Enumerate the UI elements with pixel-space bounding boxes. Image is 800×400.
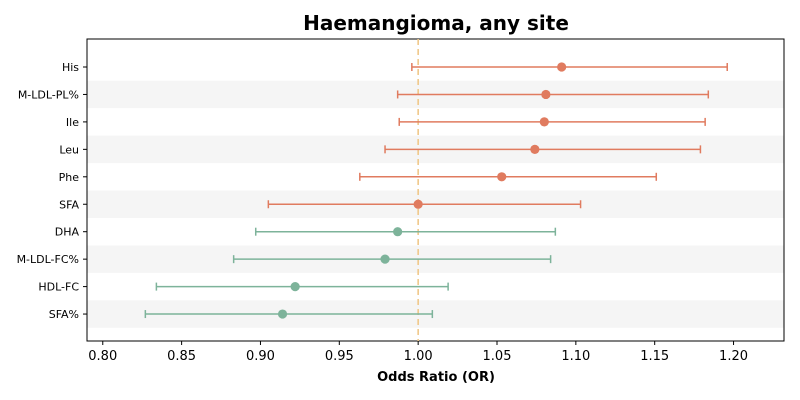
or-point — [380, 254, 390, 264]
x-tick-label: 1.05 — [483, 349, 512, 364]
plot-frame — [86, 38, 785, 342]
axis-layer: His M-LDL-PL% Ile Leu Phe SFA DHA M-LDL-FC% HDL-… — [17, 61, 748, 364]
y-tick-label: SFA% — [49, 308, 79, 321]
y-tick-label: Leu — [59, 143, 79, 156]
or-point — [393, 227, 403, 237]
y-tick-label: M-LDL-FC% — [17, 253, 79, 266]
x-tick-label: 1.10 — [561, 349, 590, 364]
y-tick-label: HDL-FC — [38, 281, 79, 294]
x-tick-label: 0.80 — [88, 349, 117, 364]
or-point — [539, 117, 549, 127]
x-tick-label: 1.00 — [404, 349, 433, 364]
y-tick-label: DHA — [55, 226, 80, 239]
or-point — [290, 282, 300, 292]
chart-title: Haemangioma, any site — [303, 11, 569, 35]
forest-row — [384, 144, 702, 154]
or-point — [497, 172, 507, 182]
forest-row — [254, 227, 557, 237]
x-axis-title: Odds Ratio (OR) — [377, 370, 495, 385]
or-point — [413, 199, 423, 209]
x-tick-label: 0.95 — [325, 349, 354, 364]
y-tick-label: Ile — [66, 116, 79, 129]
x-tick-label: 1.15 — [640, 349, 669, 364]
y-tick-label: His — [62, 61, 79, 74]
x-tick-label: 1.20 — [719, 349, 748, 364]
x-tick-label: 0.90 — [246, 349, 275, 364]
forest-row — [155, 282, 449, 292]
or-point — [277, 309, 288, 319]
forest-row — [359, 172, 658, 182]
forest-row — [398, 117, 706, 127]
forest-row — [144, 309, 434, 319]
or-point — [530, 144, 540, 154]
x-tick-label: 0.85 — [167, 349, 196, 364]
or-point — [557, 62, 567, 72]
y-tick-label: Phe — [59, 171, 80, 184]
y-tick-label: M-LDL-PL% — [18, 88, 79, 101]
forest-row — [267, 199, 582, 209]
forest-row — [411, 62, 728, 72]
or-point — [541, 89, 551, 100]
series-layer — [144, 62, 728, 319]
y-tick-label: SFA — [59, 198, 79, 211]
forest-row — [396, 89, 710, 100]
forest-row — [232, 254, 552, 264]
